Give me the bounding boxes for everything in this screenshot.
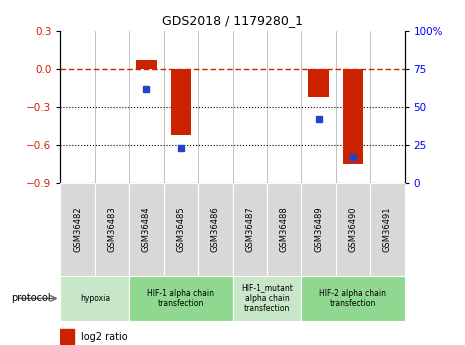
Bar [136, 60, 157, 69]
Bar [171, 69, 191, 135]
Text: GSM36484: GSM36484 [142, 207, 151, 252]
Bar [129, 183, 164, 276]
Text: GSM36486: GSM36486 [211, 207, 220, 252]
Text: log2 ratio: log2 ratio [81, 332, 128, 342]
Bar [267, 183, 301, 276]
Bar [198, 183, 232, 276]
Bar [232, 183, 267, 276]
Text: GSM36489: GSM36489 [314, 207, 323, 252]
Title: GDS2018 / 1179280_1: GDS2018 / 1179280_1 [162, 14, 303, 27]
Text: GSM36488: GSM36488 [279, 207, 289, 252]
Bar [60, 329, 74, 344]
Bar [60, 276, 129, 321]
Text: GSM36485: GSM36485 [176, 207, 186, 252]
Bar [308, 69, 329, 97]
Bar [370, 183, 405, 276]
Bar [301, 276, 405, 321]
Bar [164, 183, 198, 276]
Text: HIF-2 alpha chain
transfection: HIF-2 alpha chain transfection [319, 289, 386, 308]
Text: GSM36490: GSM36490 [348, 207, 358, 252]
Text: GSM36483: GSM36483 [107, 207, 117, 252]
Text: GSM36482: GSM36482 [73, 207, 82, 252]
Bar [301, 183, 336, 276]
Text: hypoxia: hypoxia [80, 294, 110, 303]
Bar [129, 276, 232, 321]
Bar [232, 276, 301, 321]
Bar [343, 69, 363, 164]
Text: HIF-1 alpha chain
transfection: HIF-1 alpha chain transfection [147, 289, 214, 308]
Text: GSM36487: GSM36487 [245, 207, 254, 252]
Text: protocol: protocol [12, 294, 51, 303]
Bar [60, 183, 95, 276]
Text: HIF-1_mutant
alpha chain
transfection: HIF-1_mutant alpha chain transfection [241, 284, 293, 313]
Bar [336, 183, 370, 276]
Text: GSM36491: GSM36491 [383, 207, 392, 252]
Bar [95, 183, 129, 276]
